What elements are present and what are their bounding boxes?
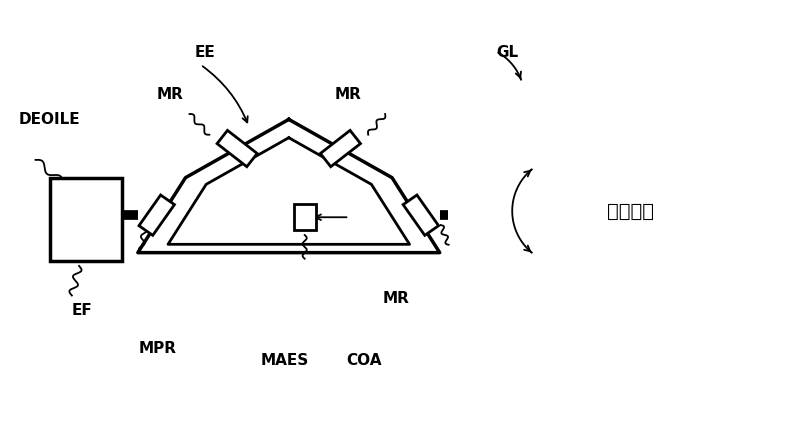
- Text: COA: COA: [346, 353, 382, 368]
- Text: EE: EE: [195, 45, 216, 60]
- Text: MR: MR: [335, 87, 362, 102]
- Polygon shape: [217, 130, 258, 167]
- Text: MR: MR: [382, 291, 410, 306]
- Polygon shape: [320, 130, 361, 167]
- FancyBboxPatch shape: [50, 178, 122, 261]
- Text: MPR: MPR: [138, 341, 177, 356]
- Text: 机械活动: 机械活动: [606, 201, 654, 221]
- Text: GL: GL: [496, 45, 518, 60]
- Text: EF: EF: [72, 303, 93, 319]
- Polygon shape: [294, 204, 315, 230]
- Polygon shape: [403, 195, 438, 235]
- Text: MAES: MAES: [261, 353, 309, 368]
- Text: DEOILE: DEOILE: [18, 112, 80, 127]
- Polygon shape: [139, 195, 174, 235]
- Text: MR: MR: [156, 87, 183, 102]
